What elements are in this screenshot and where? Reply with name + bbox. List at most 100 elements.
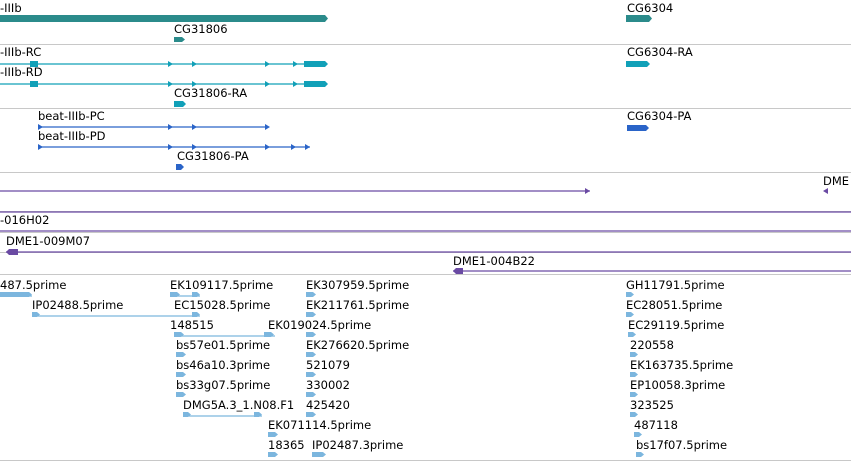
mrna-exon-end xyxy=(304,81,328,87)
strand-arrow xyxy=(585,188,590,194)
protein-label-cg31806-pa[interactable]: CG31806-PA xyxy=(177,149,249,163)
est-glyph xyxy=(306,412,316,417)
strand-arrow xyxy=(291,144,296,150)
est-glyph xyxy=(306,292,316,297)
mrna-exon xyxy=(30,81,38,87)
est-label[interactable]: 330002 xyxy=(306,378,350,392)
strand-arrow xyxy=(192,61,197,67)
est-glyph xyxy=(626,292,634,297)
est-glyph xyxy=(176,392,186,397)
est-glyph xyxy=(630,412,638,417)
strand-arrow xyxy=(265,124,270,130)
est-label[interactable]: 323525 xyxy=(630,398,674,412)
gene-label-cg6304[interactable]: CG6304 xyxy=(627,1,674,15)
est-glyph xyxy=(630,352,638,357)
est-label[interactable]: bs46a10.3prime xyxy=(176,358,271,372)
est-glyph xyxy=(630,392,638,397)
protein-label-cg6304-pa[interactable]: CG6304-PA xyxy=(627,109,692,123)
strand-arrow xyxy=(265,144,270,150)
clone-label-016h02[interactable]: -016H02 xyxy=(0,213,50,227)
est-glyph xyxy=(630,372,638,377)
clone-label-009m07[interactable]: DME1-009M07 xyxy=(6,234,91,248)
est-label[interactable]: EC29119.5prime xyxy=(628,318,725,332)
clone-label-004b22[interactable]: DME1-004B22 xyxy=(453,254,535,268)
est-glyph xyxy=(312,452,326,457)
est-glyph xyxy=(628,332,636,337)
est-label[interactable]: 18365 xyxy=(268,438,305,452)
mrna-exon-end xyxy=(304,61,328,67)
protein-label-pc[interactable]: beat-IIIb-PC xyxy=(38,109,105,123)
est-glyph xyxy=(32,312,40,317)
est-label[interactable]: 220558 xyxy=(630,338,674,352)
gene-label-cg31806[interactable]: CG31806 xyxy=(174,22,228,36)
est-glyph xyxy=(174,332,184,337)
est-glyph xyxy=(0,292,32,297)
est-label[interactable]: bs57e01.5prime xyxy=(176,338,271,352)
est-label[interactable]: EK211761.5prime xyxy=(306,298,410,312)
mrna-exon xyxy=(30,61,38,67)
gene-label-beat-iiib[interactable]: -IIIb xyxy=(0,1,22,15)
mrna-glyph-cg31806-ra xyxy=(174,101,186,107)
gene-glyph-cg6304 xyxy=(626,15,652,22)
est-glyph xyxy=(264,332,274,337)
clone-end-009m07 xyxy=(6,249,18,255)
protein-glyph-cg31806-pa xyxy=(176,164,184,170)
strand-arrow xyxy=(293,81,298,87)
est-glyph xyxy=(626,312,634,317)
mrna-label-rd[interactable]: -IIIb-RD xyxy=(0,65,43,79)
est-label[interactable]: bs33g07.5prime xyxy=(176,378,271,392)
est-glyph xyxy=(306,372,316,377)
est-glyph xyxy=(192,292,200,297)
est-label[interactable]: EK019024.5prime xyxy=(268,318,372,332)
est-label[interactable]: EK109117.5prime xyxy=(170,278,274,292)
est-glyph xyxy=(268,452,278,457)
est-glyph xyxy=(183,412,191,417)
est-label[interactable]: EC28051.5prime xyxy=(626,298,723,312)
strand-arrow xyxy=(38,124,43,130)
est-label[interactable]: DMG5A.3_1.N08.F1 xyxy=(183,398,295,412)
est-label[interactable]: EK307959.5prime xyxy=(306,278,410,292)
protein-glyph-cg6304-pa xyxy=(627,125,649,131)
strand-arrow xyxy=(38,144,43,150)
strand-arrow xyxy=(265,61,270,67)
strand-arrow xyxy=(192,124,197,130)
est-label[interactable]: EK163735.5prime xyxy=(630,358,734,372)
protein-label-pd[interactable]: beat-IIIb-PD xyxy=(38,129,106,143)
strand-arrow xyxy=(823,188,828,194)
clone-label-dme[interactable]: DME xyxy=(823,174,850,188)
est-glyph xyxy=(306,352,316,357)
est-glyph xyxy=(306,312,316,317)
est-label[interactable]: 148515 xyxy=(170,318,214,332)
mrna-label-cg31806-ra[interactable]: CG31806-RA xyxy=(174,86,248,100)
gene-glyph-beat-iiib xyxy=(0,15,328,22)
est-label[interactable]: 487118 xyxy=(634,418,678,432)
est-label[interactable]: 487.5prime xyxy=(0,278,67,292)
est-glyph xyxy=(176,372,186,377)
est-label[interactable]: 425420 xyxy=(306,398,350,412)
est-label[interactable]: 521079 xyxy=(306,358,350,372)
clone-end-004b22 xyxy=(453,268,463,274)
est-label[interactable]: bs17f07.5prime xyxy=(636,438,728,452)
strand-arrow xyxy=(168,124,173,130)
est-label[interactable]: IP02488.5prime xyxy=(32,298,124,312)
est-label[interactable]: EP10058.3prime xyxy=(630,378,726,392)
strand-arrow xyxy=(192,144,197,150)
est-label[interactable]: EK276620.5prime xyxy=(306,338,410,352)
strand-arrow xyxy=(168,144,173,150)
est-glyph xyxy=(176,352,186,357)
mrna-label-cg6304-ra[interactable]: CG6304-RA xyxy=(627,45,693,59)
strand-arrow xyxy=(168,81,173,87)
est-label[interactable]: EC15028.5prime xyxy=(174,298,271,312)
mrna-label-rc[interactable]: -IIIb-RC xyxy=(0,45,42,59)
est-glyph xyxy=(306,392,316,397)
est-glyph xyxy=(170,292,180,297)
est-glyph xyxy=(634,432,642,437)
est-label[interactable]: IP02487.3prime xyxy=(312,438,404,452)
est-label[interactable]: GH11791.5prime xyxy=(626,278,725,292)
est-label[interactable]: EK071114.5prime xyxy=(268,418,372,432)
est-glyph xyxy=(254,412,262,417)
est-glyph xyxy=(636,452,644,457)
est-glyph xyxy=(192,312,200,317)
est-glyph xyxy=(268,432,278,437)
